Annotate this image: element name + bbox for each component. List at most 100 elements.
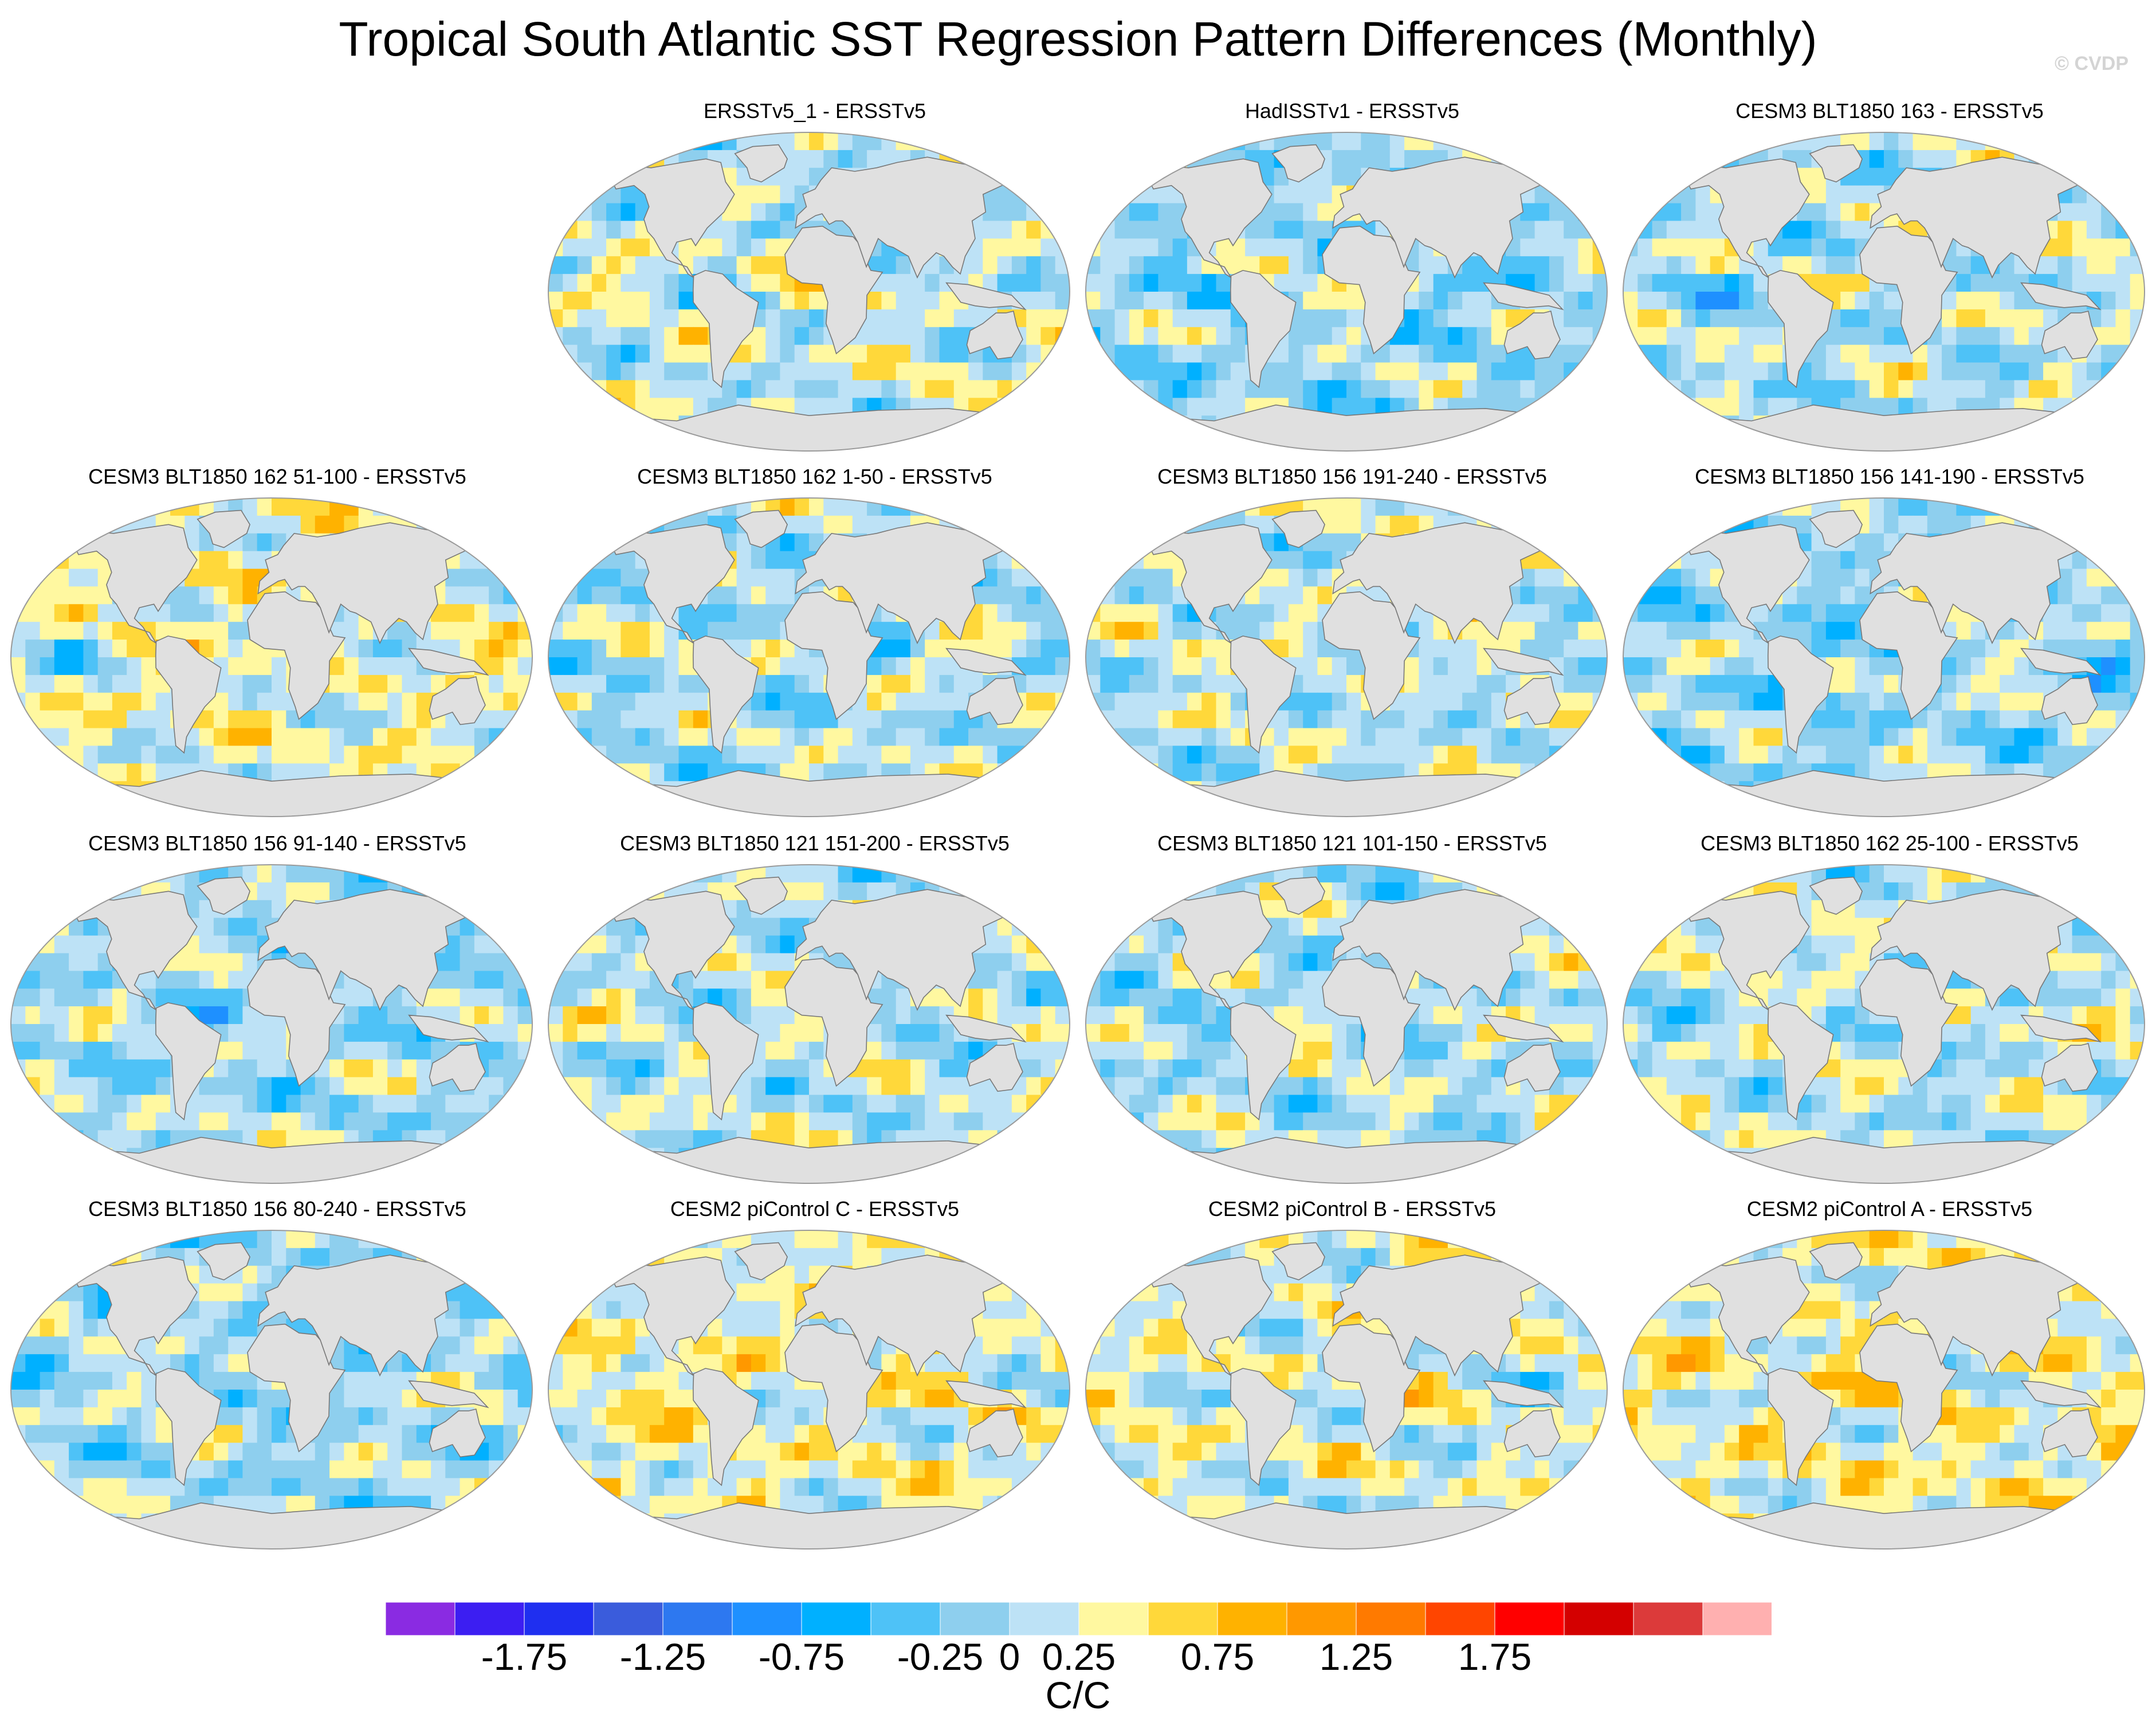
sst-cell [2115, 203, 2131, 222]
sst-cell [548, 515, 564, 534]
sst-cell [25, 551, 41, 570]
sst-cell [127, 1006, 142, 1025]
sst-cell [228, 640, 244, 658]
sst-cell [1332, 692, 1347, 711]
sst-cell [1623, 498, 1639, 516]
sst-cell [199, 971, 214, 989]
sst-cell [1317, 132, 1333, 151]
sst-cell [242, 568, 258, 587]
sst-cell [1491, 710, 1506, 729]
sst-cell [1825, 327, 1841, 346]
sst-cell [1317, 498, 1333, 516]
sst-cell [54, 674, 69, 693]
sst-cell [1927, 344, 1942, 363]
sst-cell [1375, 746, 1391, 764]
sst-cell [431, 498, 446, 516]
sst-cell [1114, 586, 1130, 605]
sst-cell [358, 710, 374, 729]
sst-cell [127, 640, 142, 658]
sst-cell [765, 674, 781, 693]
sst-cell [155, 692, 171, 711]
sst-cell [2130, 586, 2145, 605]
sst-cell [809, 150, 824, 168]
sst-cell [983, 498, 998, 516]
sst-cell [1144, 433, 1159, 451]
sst-cell [1884, 746, 1899, 764]
sst-cell [1652, 167, 1667, 186]
sst-cell [751, 728, 766, 747]
sst-cell [127, 865, 142, 883]
sst-cell [1129, 203, 1144, 222]
sst-cell [1739, 728, 1754, 747]
sst-cell [460, 1006, 475, 1025]
sst-cell [155, 728, 171, 747]
sst-cell [127, 692, 142, 711]
sst-cell [1652, 692, 1667, 711]
sst-cell [2130, 415, 2145, 434]
sst-cell [1259, 622, 1275, 640]
sst-cell [751, 604, 766, 622]
sst-cell [2115, 781, 2131, 799]
sst-cell [2057, 221, 2073, 240]
sst-cell [1506, 433, 1521, 451]
sst-cell [621, 292, 636, 310]
sst-cell [1462, 380, 1478, 399]
sst-cell [1303, 728, 1318, 747]
sst-cell [1534, 380, 1550, 399]
sst-cell [1710, 640, 1725, 658]
sst-cell [242, 533, 258, 552]
sst-cell [1158, 657, 1173, 676]
land-greenland [1271, 509, 1325, 548]
sst-cell [1825, 221, 1841, 240]
sst-cell [1187, 622, 1202, 640]
sst-cell [1216, 640, 1231, 658]
sst-cell [1578, 781, 1593, 799]
sst-cell [1534, 781, 1550, 799]
sst-cell [997, 433, 1012, 451]
sst-cell [517, 865, 532, 883]
sst-cell [1462, 498, 1478, 516]
sst-cell [1476, 380, 1492, 399]
sst-cell [1942, 498, 1957, 516]
sst-cell [25, 1006, 41, 1025]
sst-cell [358, 674, 374, 693]
sst-cell [474, 515, 489, 534]
sst-cell [1404, 746, 1420, 764]
sst-cell [1825, 256, 1841, 274]
sst-cell [621, 150, 636, 168]
sst-cell [1710, 710, 1725, 729]
sst-cell [1681, 498, 1696, 516]
sst-cell [925, 746, 940, 764]
sst-cell [445, 728, 461, 747]
sst-cell [1592, 433, 1607, 451]
sst-cell [1346, 362, 1362, 381]
sst-cell [983, 515, 998, 534]
sst-cell [1404, 362, 1420, 381]
sst-cell [1100, 781, 1116, 799]
sst-cell [751, 256, 766, 274]
sst-cell [1144, 498, 1159, 516]
land-africa [1322, 225, 1421, 355]
sst-cell [1129, 344, 1144, 363]
sst-cell [1230, 710, 1246, 729]
sst-cell [664, 799, 680, 817]
sst-cell [621, 327, 636, 346]
sst-cell [1652, 274, 1667, 292]
sst-cell [1055, 533, 1070, 552]
sst-cell [11, 799, 26, 817]
sst-cell [199, 640, 214, 658]
sst-cell [664, 728, 680, 747]
sst-cell [25, 728, 41, 747]
sst-cell [1303, 692, 1318, 711]
sst-cell [1100, 568, 1116, 587]
sst-cell [1201, 362, 1217, 381]
sst-cell [1855, 568, 1870, 587]
sst-cell [765, 309, 781, 328]
sst-cell [112, 763, 127, 782]
sst-cell [1855, 380, 1870, 399]
sst-cell [1753, 344, 1769, 363]
cvdp-credit: © CVDP [2055, 53, 2128, 74]
sst-cell [1855, 167, 1870, 186]
sst-cell [1332, 710, 1347, 729]
sst-cell [11, 917, 26, 936]
